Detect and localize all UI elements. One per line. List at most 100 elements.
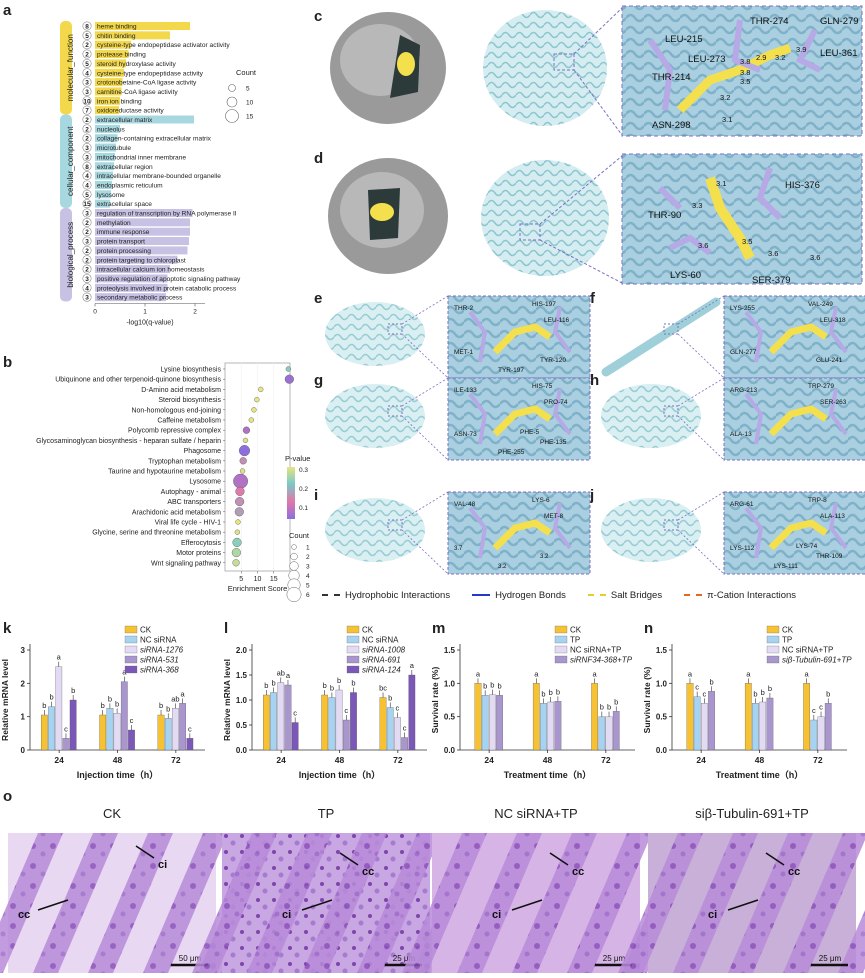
- tissue-fold: [88, 833, 173, 973]
- tissue-label: ci: [492, 909, 501, 921]
- go-count-legend-value: 10: [246, 100, 254, 107]
- go-group-label: biological_process: [66, 222, 75, 288]
- legend-label: CK: [140, 626, 152, 635]
- tissue-fold: [567, 833, 652, 973]
- interaction-legend-item: Hydrophobic Interactions: [322, 590, 450, 601]
- residue-label: SER-263: [820, 399, 847, 406]
- bar: [350, 692, 357, 751]
- go-term-label: nucleolus: [97, 126, 126, 133]
- tissue-label: ci: [282, 909, 291, 921]
- y-tick-label: 0.0: [444, 746, 456, 755]
- bar: [496, 695, 503, 751]
- x-tick-label: 72: [601, 755, 611, 765]
- bar: [803, 683, 810, 751]
- significance-letter: b: [388, 694, 392, 703]
- interaction-label: Hydrophobic Interactions: [345, 589, 451, 601]
- tissue-fold: [402, 833, 487, 973]
- docking-zoom: [447, 491, 591, 575]
- go-term-label: crotonobetaine-CoA ligase activity: [97, 80, 197, 87]
- kegg-pathway-label: Polycomb repressive complex: [128, 428, 221, 435]
- significance-letter: a: [534, 669, 539, 678]
- go-group-band: [60, 208, 72, 302]
- kegg-count-value: 1: [306, 545, 310, 552]
- y-tick-label: 1.5: [444, 646, 456, 655]
- zoom-line: [677, 529, 725, 575]
- go-bar: [95, 246, 188, 255]
- residue-label: ALA-13: [730, 431, 752, 438]
- kegg-pathway-label: Tryptophan metabolism: [148, 458, 221, 465]
- bar: [328, 697, 336, 751]
- go-count-bubble: [82, 77, 92, 87]
- significance-letter: b: [264, 681, 268, 690]
- significance-letter: a: [746, 669, 751, 678]
- significance-letter: a: [181, 689, 186, 698]
- significance-letter: b: [337, 676, 341, 685]
- x-tick-label: 72: [171, 755, 181, 765]
- go-count-bubble: [82, 68, 92, 78]
- go-bar: [95, 274, 168, 283]
- significance-letter: b: [166, 704, 170, 713]
- go-count-value: 2: [85, 220, 89, 227]
- go-count-value: 2: [85, 52, 89, 59]
- y-tick-label: 2.0: [236, 646, 248, 655]
- arrow: [301, 899, 333, 911]
- kegg-x-tick-label: 5: [239, 576, 243, 583]
- ligand-c: [397, 52, 415, 76]
- y-tick-label: 0: [21, 746, 26, 755]
- protein-ribbon: [325, 498, 425, 562]
- residue-label-c: GLN-279: [820, 16, 859, 27]
- protein-ribbon: [601, 297, 721, 377]
- significance-letter: b: [826, 689, 830, 698]
- panel-label-j: j: [590, 487, 595, 504]
- significance-letter: b: [549, 688, 553, 697]
- bar: [263, 694, 270, 751]
- x-tick-label: 24: [484, 755, 494, 765]
- significance-letter: b: [768, 684, 772, 693]
- bar: [810, 719, 818, 751]
- panel-label-c: c: [314, 8, 323, 25]
- go-bar: [95, 293, 166, 302]
- tissue-label: cc: [572, 866, 584, 878]
- zoom-line: [401, 415, 449, 461]
- significance-letter: b: [497, 681, 501, 690]
- go-count-value: 2: [85, 229, 89, 236]
- kegg-pvalue-colorbar: [287, 467, 295, 519]
- bar: [179, 703, 186, 751]
- histology-title: TP: [318, 806, 335, 821]
- kegg-pathway-label: Arachidonic acid metabolism: [132, 509, 221, 516]
- kegg-x-tick-label: 15: [270, 576, 278, 583]
- go-count-value: 2: [85, 126, 89, 133]
- go-count-value: 3: [85, 211, 89, 218]
- x-tick-label: 72: [813, 755, 823, 765]
- go-bar: [95, 68, 124, 77]
- protein-ribbon: [601, 498, 701, 562]
- residue-stick: [828, 502, 848, 550]
- interaction-legend-item: Salt Bridges: [587, 590, 662, 601]
- docking-d: [328, 153, 863, 285]
- residue-stick: [828, 306, 848, 354]
- bar: [693, 696, 701, 751]
- residue-label: ALA-113: [820, 513, 845, 520]
- significance-letter: c: [344, 706, 348, 715]
- kegg-bubble: [284, 374, 294, 384]
- residue-stick: [468, 392, 488, 445]
- residue-label-d: 3.6: [810, 253, 820, 262]
- interaction-legend-item: π-Cation Interactions: [684, 590, 796, 601]
- kegg-pathway-label: Lysosome: [189, 479, 221, 486]
- go-count-bubble: [82, 58, 92, 68]
- legend-label: siRNF34-368+TP: [570, 656, 633, 665]
- kegg-pathway-label: Steroid biosynthesis: [158, 397, 221, 404]
- bar: [120, 681, 128, 751]
- go-group-band: [60, 114, 72, 208]
- docking-i: VAL-48 LYS-6 MET-8 3.7 3.2 3.2: [325, 491, 591, 575]
- x-axis-label: Treatment time（h）: [504, 770, 592, 780]
- legend-label: siRNA-1008: [362, 646, 406, 655]
- kegg-bubble: [235, 519, 241, 525]
- residue-label: LYS-255: [730, 305, 755, 312]
- docking-zoom: [447, 377, 591, 461]
- go-bar: [95, 50, 129, 59]
- significance-letter: b: [115, 699, 119, 708]
- tissue-fold: [512, 833, 597, 973]
